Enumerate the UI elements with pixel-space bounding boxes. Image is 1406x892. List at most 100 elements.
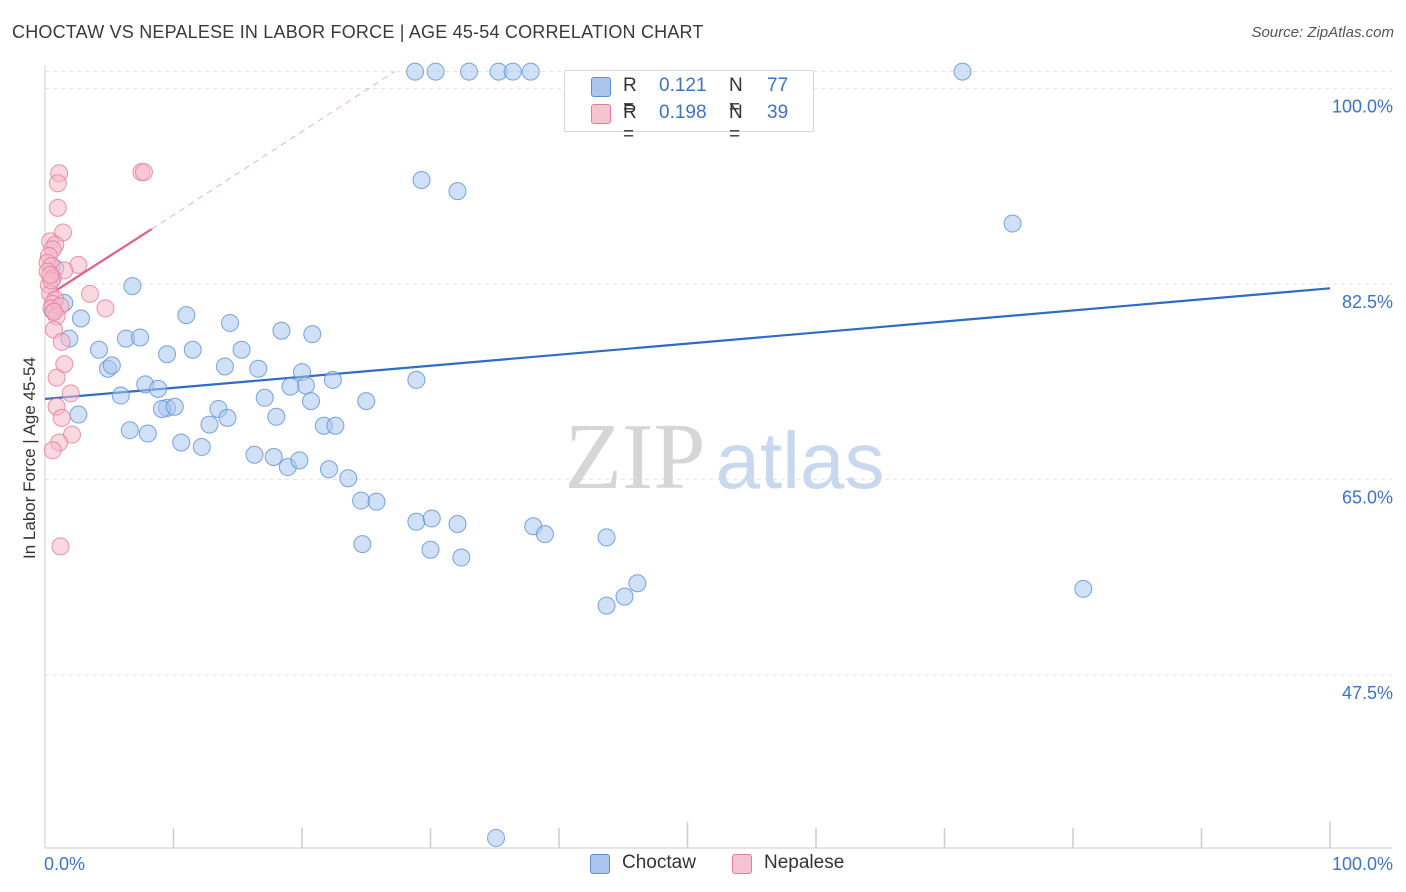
choctaw-point [192, 437, 211, 456]
choctaw-point [407, 512, 426, 531]
choctaw-point [165, 397, 184, 416]
choctaw-point [249, 359, 268, 378]
choctaw-point [218, 408, 237, 427]
tick-labels: 100.0% 82.5% 65.0% 47.5% 0.0% 100.0% [44, 96, 1393, 874]
choctaw-point [138, 424, 157, 443]
choctaw-point [357, 392, 376, 411]
choctaw-point [172, 433, 191, 452]
watermark-atlas: atlas [716, 416, 885, 505]
choctaw-point [301, 392, 320, 411]
data-points [38, 62, 1093, 847]
nepalese-point [48, 174, 67, 193]
stats-legend: R = 0.121 N = 77 R = 0.198 N = 39 [564, 70, 814, 145]
choctaw-point [281, 377, 300, 396]
choctaw-point [232, 340, 251, 359]
choctaw-point [412, 170, 431, 189]
nepalese-point [48, 198, 67, 217]
nepalese-point [61, 384, 80, 403]
n-label: N = [729, 75, 743, 118]
choctaw-point [615, 587, 634, 606]
x-tick-label-min: 0.0% [44, 854, 85, 874]
choctaw-point [628, 574, 647, 593]
choctaw-point [272, 321, 291, 340]
x-tick-label-max: 100.0% [1332, 854, 1393, 874]
choctaw-point [1003, 214, 1022, 233]
choctaw-point [406, 62, 425, 81]
choctaw-trend-line [44, 287, 1331, 401]
nepalese-point [44, 302, 63, 321]
choctaw-point [460, 62, 479, 81]
choctaw-point [1074, 579, 1093, 598]
choctaw-point [111, 386, 130, 405]
choctaw-point [200, 415, 219, 434]
nepalese-trend-line [48, 228, 153, 296]
choctaw-point [89, 340, 108, 359]
nepalese-point [134, 163, 153, 182]
nepalese-point [51, 537, 70, 556]
choctaw-point [102, 356, 121, 375]
choctaw-point [448, 515, 467, 534]
choctaw-point [422, 509, 441, 528]
choctaw-point [521, 62, 540, 81]
nepalese-point [80, 284, 99, 303]
choctaw-point [448, 182, 467, 201]
watermark: ZIP atlas [565, 405, 885, 509]
choctaw-point [255, 388, 274, 407]
nepalese-point [55, 355, 74, 374]
choctaw-point [303, 325, 322, 344]
choctaw-point [367, 492, 386, 511]
nepalese-points [38, 163, 153, 556]
nepalese-swatch [732, 854, 752, 874]
choctaw-point [319, 460, 338, 479]
choctaw-point [267, 407, 286, 426]
choctaw-point [215, 357, 234, 376]
nepalese-trend-extension [151, 71, 395, 230]
choctaw-point [535, 525, 554, 544]
choctaw-point [326, 416, 345, 435]
choctaw-point [290, 451, 309, 470]
choctaw-swatch [590, 854, 610, 874]
choctaw-point [120, 421, 139, 440]
legend-label-choctaw: Choctaw [622, 852, 696, 873]
nepalese-point [43, 441, 62, 460]
nepalese-point [52, 332, 71, 351]
choctaw-point [221, 313, 240, 332]
nepalese-point [47, 368, 66, 387]
choctaw-point [183, 340, 202, 359]
n-value: 77 [767, 75, 789, 96]
choctaw-points [43, 62, 1093, 847]
choctaw-point [487, 828, 506, 847]
y-tick-label: 47.5% [1342, 683, 1393, 703]
choctaw-point [421, 540, 440, 559]
choctaw-swatch [591, 77, 611, 97]
choctaw-point [426, 62, 445, 81]
nepalese-point [41, 265, 60, 284]
source-credit: Source: ZipAtlas.com [1251, 24, 1394, 41]
r-value: 0.198 [659, 102, 707, 123]
y-tick-label: 100.0% [1332, 96, 1393, 116]
nepalese-point [52, 408, 71, 427]
trend-lines [44, 71, 1331, 401]
chart-title: CHOCTAW VS NEPALESE IN LABOR FORCE | AGE… [12, 22, 704, 42]
choctaw-point [149, 379, 168, 398]
choctaw-point [407, 370, 426, 389]
r-label: R = [623, 75, 637, 118]
nepalese-swatch [591, 104, 611, 124]
choctaw-point [131, 328, 150, 347]
gridlines [45, 71, 1392, 676]
n-value: 39 [767, 102, 789, 123]
choctaw-point [339, 469, 358, 488]
choctaw-point [69, 405, 88, 424]
choctaw-point [245, 445, 264, 464]
choctaw-point [123, 277, 142, 296]
y-tick-label: 65.0% [1342, 487, 1393, 507]
choctaw-point [177, 306, 196, 325]
choctaw-point [323, 370, 342, 389]
choctaw-point [597, 528, 616, 547]
choctaw-point [352, 491, 371, 510]
watermark-zip: ZIP [565, 405, 706, 509]
n-label: N = [729, 102, 743, 145]
axes [44, 66, 1392, 849]
r-value: 0.121 [659, 75, 707, 96]
